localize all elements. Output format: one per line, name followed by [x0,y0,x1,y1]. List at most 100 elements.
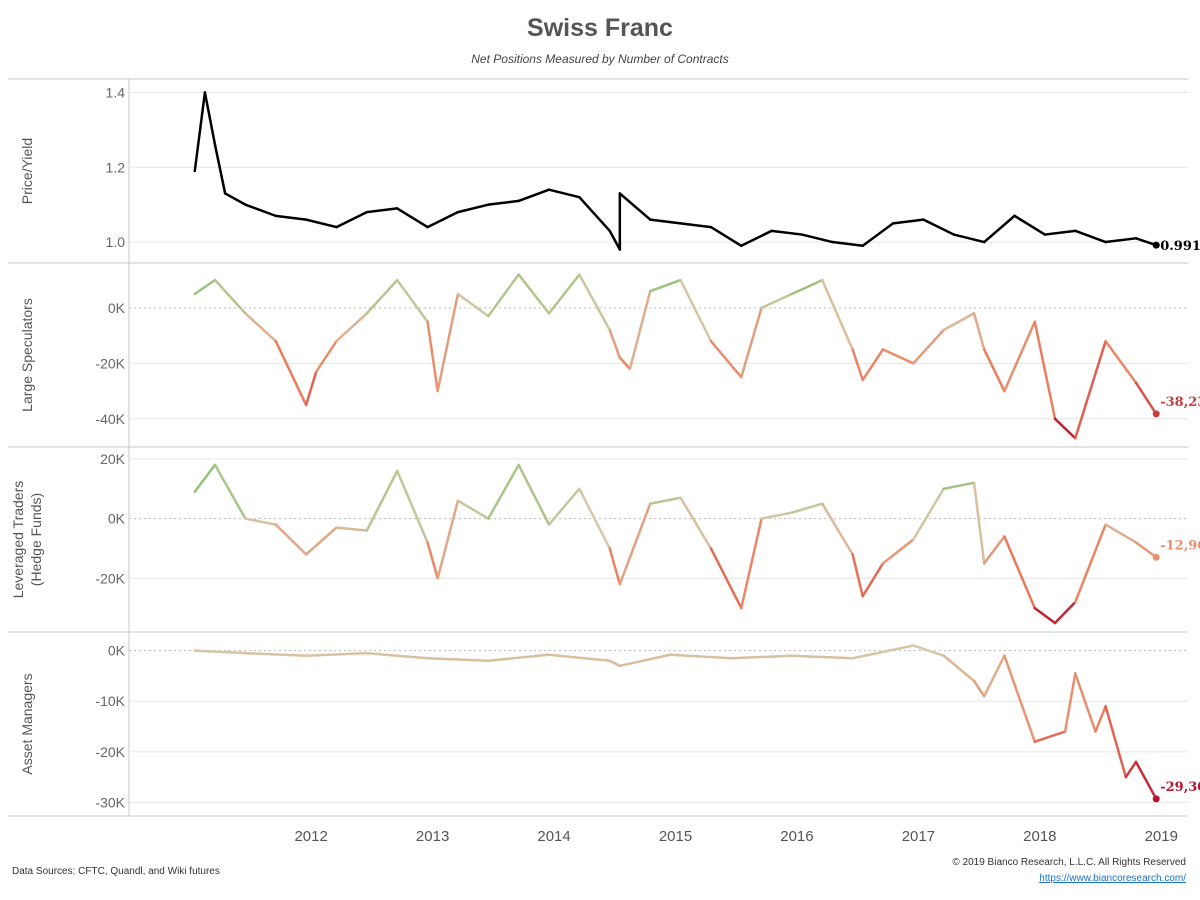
last-value-label: -12,966 [1160,538,1200,553]
series-line-segment [861,348,885,382]
series-line-segment [395,278,429,323]
series-line-segment [1134,237,1158,247]
series-line-segment [831,240,864,248]
series-line-segment [1104,339,1138,384]
series-line-segment [426,320,439,393]
series-line-segment [790,654,854,660]
series-line-segment [1104,705,1128,779]
y-tick-label: 0K [108,300,126,316]
x-tick-label: 2013 [416,828,449,845]
series-line-segment [740,517,763,610]
chart-title: Swiss Franc [527,14,673,42]
series-line-segment [608,547,622,586]
x-tick-label: 2017 [902,828,935,845]
series-line-segment [274,339,308,407]
series-line-segment [193,278,217,296]
series-line-segment [547,487,581,526]
series-line-segment [669,653,733,660]
series-line-segment [1074,523,1107,604]
series-line-segment [314,339,338,373]
series-line-segment [335,526,369,532]
series-line-segment [942,312,976,332]
series-line-segment [648,278,682,293]
series-line-segment [942,481,976,491]
series-line-segment [1134,381,1158,416]
series-line-segment [770,229,804,236]
series-line-segment [244,517,277,526]
last-value-label: -29,306 [1160,780,1200,795]
series-line-segment [578,195,611,233]
series-line-segment [517,188,551,203]
series-line-segment [800,233,834,244]
y-tick-label: -20K [95,355,125,371]
series-line-segment [193,463,217,494]
series-line-segment [861,222,895,248]
series-line-segment [365,278,399,315]
series-line-segment [436,292,460,393]
series-line-segment [709,547,743,610]
series-line-segment [820,278,854,351]
series-line-segment [760,511,794,520]
y-axis-title: Asset Managers [19,673,35,774]
series-line-segment [851,553,864,598]
y-tick-label: 20K [100,451,126,467]
last-value-marker [1152,410,1160,418]
series-line-segment [335,210,369,229]
series-line-segment [578,487,611,550]
series-line-segment [193,649,247,655]
series-line-segment [881,348,915,365]
series-line-segment [942,654,976,683]
series-line-segment [679,496,713,550]
y-tick-label: -20K [95,570,125,586]
y-tick-label: -30K [95,794,125,810]
last-value-label: 0.9917 [1160,239,1200,254]
series-line-segment [487,653,551,663]
series-line-segment [608,659,622,668]
series-line-segment [618,653,672,668]
series-line-segment [1003,654,1037,743]
y-tick-label: 1.2 [106,159,126,175]
website-link[interactable]: https://www.biancoresearch.com/ [1039,873,1186,884]
y-axis-title: Leveraged Traders [10,481,26,599]
series-line-segment [628,289,652,371]
series-line-segment [1074,672,1097,733]
series-line-segment [648,218,682,225]
series-line-segment [213,463,247,520]
y-axis-title: Large Speculators [19,298,35,412]
series-line-segment [1134,541,1158,559]
y-tick-label: 0K [108,511,126,527]
y-tick-label: 0K [108,643,126,659]
series-line-segment [982,214,1016,244]
series-line-segment [1053,417,1077,440]
series-line-segment [304,370,318,407]
series-line-segment [618,356,632,371]
series-line-segment [709,339,743,379]
x-tick-label: 2012 [294,828,327,845]
series-line-segment [679,222,713,229]
series-line-segment [487,273,520,318]
series-line-segment [244,203,277,218]
series-line-segment [365,207,399,214]
series-line-segment [982,535,1006,565]
series-line-segment [972,481,986,565]
series-line-segment [426,541,439,580]
x-tick-label: 2018 [1023,828,1056,845]
series-line-segment [861,562,885,598]
x-tick-label: 2019 [1145,828,1178,845]
series-line-segment [1104,237,1138,244]
series-line-segment [1003,535,1037,610]
y-tick-label: 1.0 [106,234,126,250]
y-tick-label: 1.4 [106,84,126,100]
series-line-segment [1104,523,1138,544]
series-line-segment [790,278,824,296]
series-line-segment [912,644,945,657]
y-tick-label: -10K [95,693,125,709]
last-value-label: -38,235 [1160,395,1200,410]
series-line-segment [982,654,1006,698]
series-line-segment [881,538,915,565]
series-line-segment [1053,600,1077,625]
x-tick-label: 2014 [537,828,570,845]
series-line-segment [740,306,763,379]
series-line-segment [972,312,986,351]
series-line-segment [851,644,915,660]
